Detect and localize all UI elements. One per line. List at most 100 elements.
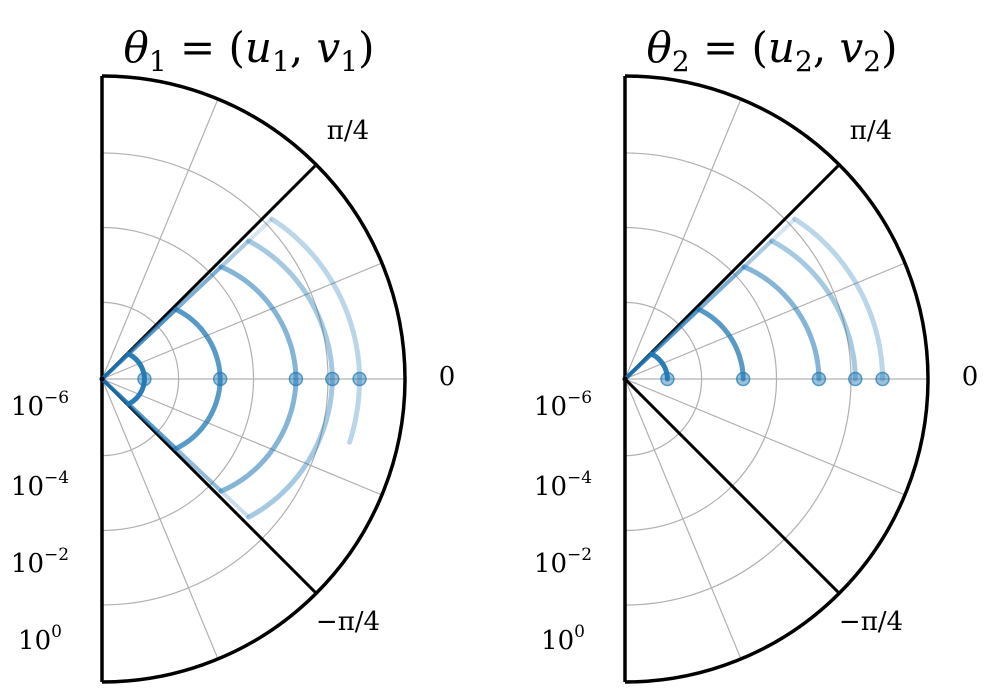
- title-sep: ,: [813, 23, 840, 72]
- series-boundary-segment: [623, 352, 653, 381]
- title-u: u: [245, 23, 272, 72]
- series-start-point: [735, 371, 751, 387]
- series-start-point: [137, 371, 152, 387]
- r-tick-base: 10: [534, 549, 567, 579]
- title-u-sub: 1: [272, 45, 290, 78]
- r-tick-exponent: −4: [567, 468, 592, 488]
- series-curve-1: [126, 351, 147, 407]
- r-tick-base: 10: [11, 392, 44, 422]
- series-curve-4: [769, 238, 858, 382]
- grid-spoke: [624, 98, 742, 380]
- r-tick-exponent: −4: [44, 468, 69, 488]
- r-tick-exponent: 0: [51, 622, 62, 642]
- r-tick-exponent: 0: [574, 622, 585, 642]
- title-u-sub: 2: [795, 45, 813, 78]
- series-start-point: [212, 371, 228, 387]
- r-tick-base: 10: [534, 472, 567, 502]
- series-boundary-segment: [100, 377, 130, 406]
- r-tick-exponent: −6: [567, 388, 592, 408]
- title-theta-sub: 2: [672, 45, 690, 78]
- series-boundary-segment: [100, 307, 178, 381]
- r-tick-exponent: −6: [44, 388, 69, 408]
- grid-spoke: [101, 378, 219, 660]
- r-tick-base: 10: [18, 626, 51, 656]
- r-tick-exponent: −2: [567, 545, 592, 565]
- series-start-point: [660, 371, 675, 387]
- series-boundary-segment: [100, 377, 251, 519]
- r-tick-label: 10−4: [11, 468, 69, 502]
- title-theta: θ: [647, 23, 672, 72]
- panel-title: θ1 = (u1, v1): [124, 23, 375, 78]
- series-curve-3: [218, 264, 299, 494]
- series-start-point: [811, 371, 827, 387]
- series-boundary-segment: [100, 377, 178, 451]
- grid-spoke: [624, 378, 906, 496]
- outer-arc: [624, 74, 930, 684]
- r-tick-label: 10−4: [534, 468, 592, 502]
- origin-point: [99, 376, 105, 382]
- series-boundary-segment: [623, 239, 774, 381]
- theta-tick-label: −π/4: [316, 607, 380, 637]
- series-curve-2: [173, 306, 223, 452]
- theta-tick-label: π/4: [327, 116, 369, 146]
- title-v-sub: 1: [340, 45, 358, 78]
- title-close: ): [358, 23, 374, 72]
- r-tick-base: 10: [11, 472, 44, 502]
- title-u: u: [768, 23, 795, 72]
- theta-tick-label: 0: [439, 362, 456, 392]
- grid-spoke: [101, 378, 383, 496]
- series-boundary-segment: [623, 307, 701, 381]
- title-sep: ,: [290, 23, 317, 72]
- wedge-boundary-line: [623, 163, 841, 381]
- wedge-boundary-line: [623, 377, 841, 595]
- series-boundary-segment: [100, 265, 223, 381]
- title-theta-sub: 1: [149, 45, 167, 78]
- theta-tick-label: π/4: [850, 116, 892, 146]
- r-tick-base: 10: [11, 549, 44, 579]
- series-start-point: [848, 371, 863, 387]
- series-curve-5: [269, 216, 363, 445]
- panel-title: θ2 = (u2, v2): [647, 23, 898, 78]
- series-boundary-segment: [100, 239, 251, 381]
- grid-spoke: [624, 262, 906, 380]
- series-boundary-segment: [623, 265, 746, 381]
- grid-spoke: [101, 262, 383, 380]
- theta-tick-label: 0: [962, 362, 979, 392]
- series-curve-5: [792, 216, 885, 382]
- series-boundary-segment: [100, 377, 223, 493]
- r-tick-label: 100: [541, 622, 585, 656]
- title-theta: θ: [124, 23, 149, 72]
- theta-tick-label: −π/4: [839, 607, 903, 637]
- r-tick-label: 10−2: [534, 545, 592, 579]
- r-tick-exponent: −2: [44, 545, 69, 565]
- wedge-boundary-line: [100, 163, 318, 381]
- series-boundary-segment: [623, 217, 797, 381]
- title-eq: = (: [167, 23, 245, 72]
- title-v: v: [840, 23, 864, 72]
- series-start-point: [288, 371, 304, 387]
- series-curve-4: [246, 238, 335, 520]
- r-tick-label: 10−6: [534, 388, 592, 422]
- wedge-boundary-line: [100, 377, 318, 595]
- r-tick-label: 10−6: [11, 388, 69, 422]
- grid-spoke: [101, 98, 219, 380]
- series-curve-2: [696, 306, 746, 382]
- series-curve-1: [649, 351, 670, 382]
- r-tick-label: 100: [18, 622, 62, 656]
- outer-arc: [101, 74, 407, 684]
- title-close: ): [881, 23, 897, 72]
- title-eq: = (: [690, 23, 768, 72]
- title-v-sub: 2: [863, 45, 881, 78]
- series-start-point: [352, 371, 367, 387]
- r-tick-base: 10: [541, 626, 574, 656]
- series-start-point: [875, 371, 890, 387]
- series-boundary-segment: [100, 352, 130, 381]
- r-tick-base: 10: [534, 392, 567, 422]
- series-boundary-segment: [100, 217, 274, 381]
- grid-spoke: [624, 378, 742, 660]
- series-start-point: [325, 371, 340, 387]
